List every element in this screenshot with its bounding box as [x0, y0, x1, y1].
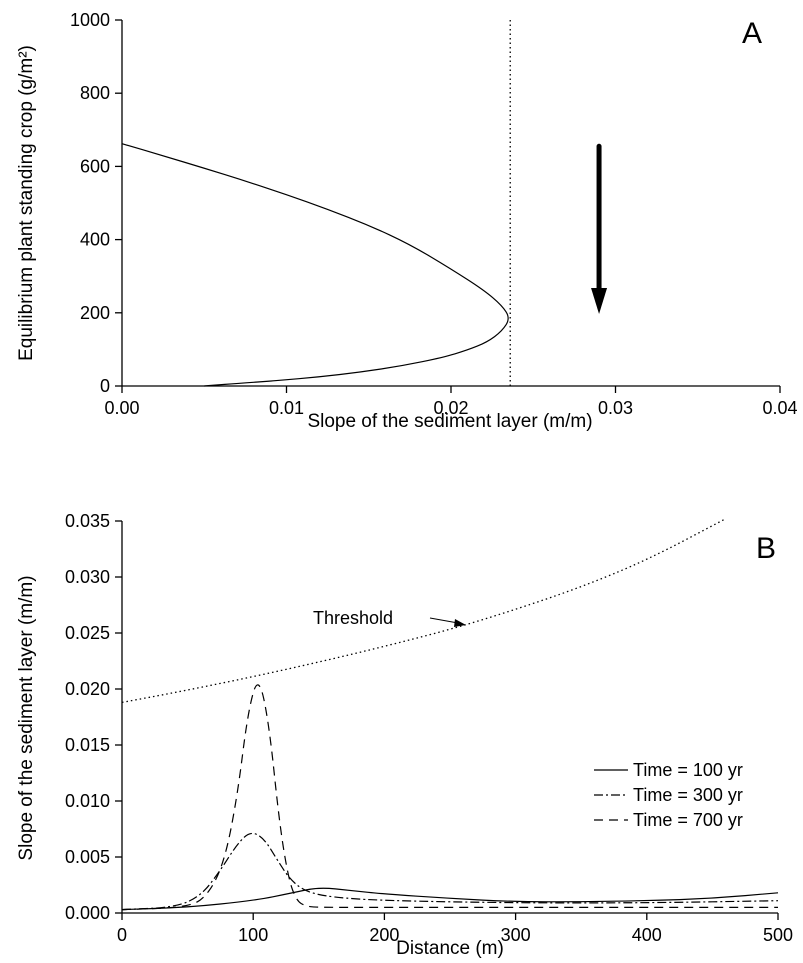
panel-b-y-tick-label: 0.005 [65, 847, 110, 867]
panel-a-arrow-head [591, 287, 608, 314]
panel-b-y-tick-label: 0.015 [65, 735, 110, 755]
panel-a-y-tick-label: 0 [100, 376, 110, 396]
panel-b-y-tick-label: 0.025 [65, 623, 110, 643]
panel-a-x-tick-label: 0.04 [762, 398, 797, 418]
panel-a-y-tick-label: 1000 [70, 10, 110, 30]
legend-label-100yr: Time = 100 yr [633, 760, 743, 780]
panel-b: 0 100 200 300 400 500 0.000 0.005 0.010 0.015 0.02… [16, 511, 793, 959]
panel-b-series-line-0 [121, 887, 779, 911]
panel-b-x-tick-label: 100 [238, 925, 268, 945]
panel-b-y-tick-label: 0.020 [65, 679, 110, 699]
panel-b-series-line-1 [121, 832, 779, 911]
panel-a: 0.00 0.01 0.02 0.03 0.04 0 200 400 600 800 1000 Sl… [16, 10, 798, 432]
panel-a-letter: A [742, 17, 762, 50]
legend-label-700yr: Time = 700 yr [633, 810, 743, 830]
panel-b-y-tick-label: 0.030 [65, 567, 110, 587]
panel-a-x-axis-title: Slope of the sediment layer (m/m) [307, 411, 592, 432]
panel-a-series-line-0 [121, 143, 509, 387]
panel-b-y-tick-label: 0.000 [65, 903, 110, 923]
panel-a-x-tick-label: 0.01 [269, 398, 304, 418]
panel-b-x-tick-label: 500 [763, 925, 793, 945]
panel-a-y-tick-label: 400 [80, 230, 110, 250]
threshold-annotation-arrow-shaft [429, 617, 459, 624]
panel-a-y-tick-label: 800 [80, 83, 110, 103]
legend: Time = 100 yr Time = 300 yr Time = 700 y… [594, 760, 743, 830]
panel-b-x-tick-label: 0 [117, 925, 127, 945]
panel-b-y-axis-title: Slope of the sediment layer (m/m) [16, 575, 37, 860]
panel-a-x-tick-label: 0.02 [433, 398, 468, 418]
panel-a-y-tick-label: 200 [80, 303, 110, 323]
panel-b-series-line-2 [121, 684, 778, 911]
panel-a-y-tick-label: 600 [80, 156, 110, 176]
threshold-annotation-arrow-head [454, 619, 466, 627]
panel-b-letter: B [756, 532, 776, 565]
panel-a-x-tick-label: 0.00 [104, 398, 139, 418]
panel-b-y-tick-label: 0.010 [65, 791, 110, 811]
panel-a-x-tick-label: 0.03 [598, 398, 633, 418]
panel-b-x-tick-label: 200 [369, 925, 399, 945]
threshold-annotation: Threshold [313, 608, 393, 628]
panel-b-x-tick-label: 300 [501, 925, 531, 945]
panel-b-series-line-3 [121, 518, 726, 704]
legend-label-300yr: Time = 300 yr [633, 785, 743, 805]
panel-b-y-tick-label: 0.035 [65, 511, 110, 531]
panel-a-y-axis-title: Equilibrium plant standing crop (g/m²) [16, 45, 37, 361]
panel-b-x-tick-label: 400 [632, 925, 662, 945]
panel-b-x-axis-title: Distance (m) [396, 938, 504, 959]
